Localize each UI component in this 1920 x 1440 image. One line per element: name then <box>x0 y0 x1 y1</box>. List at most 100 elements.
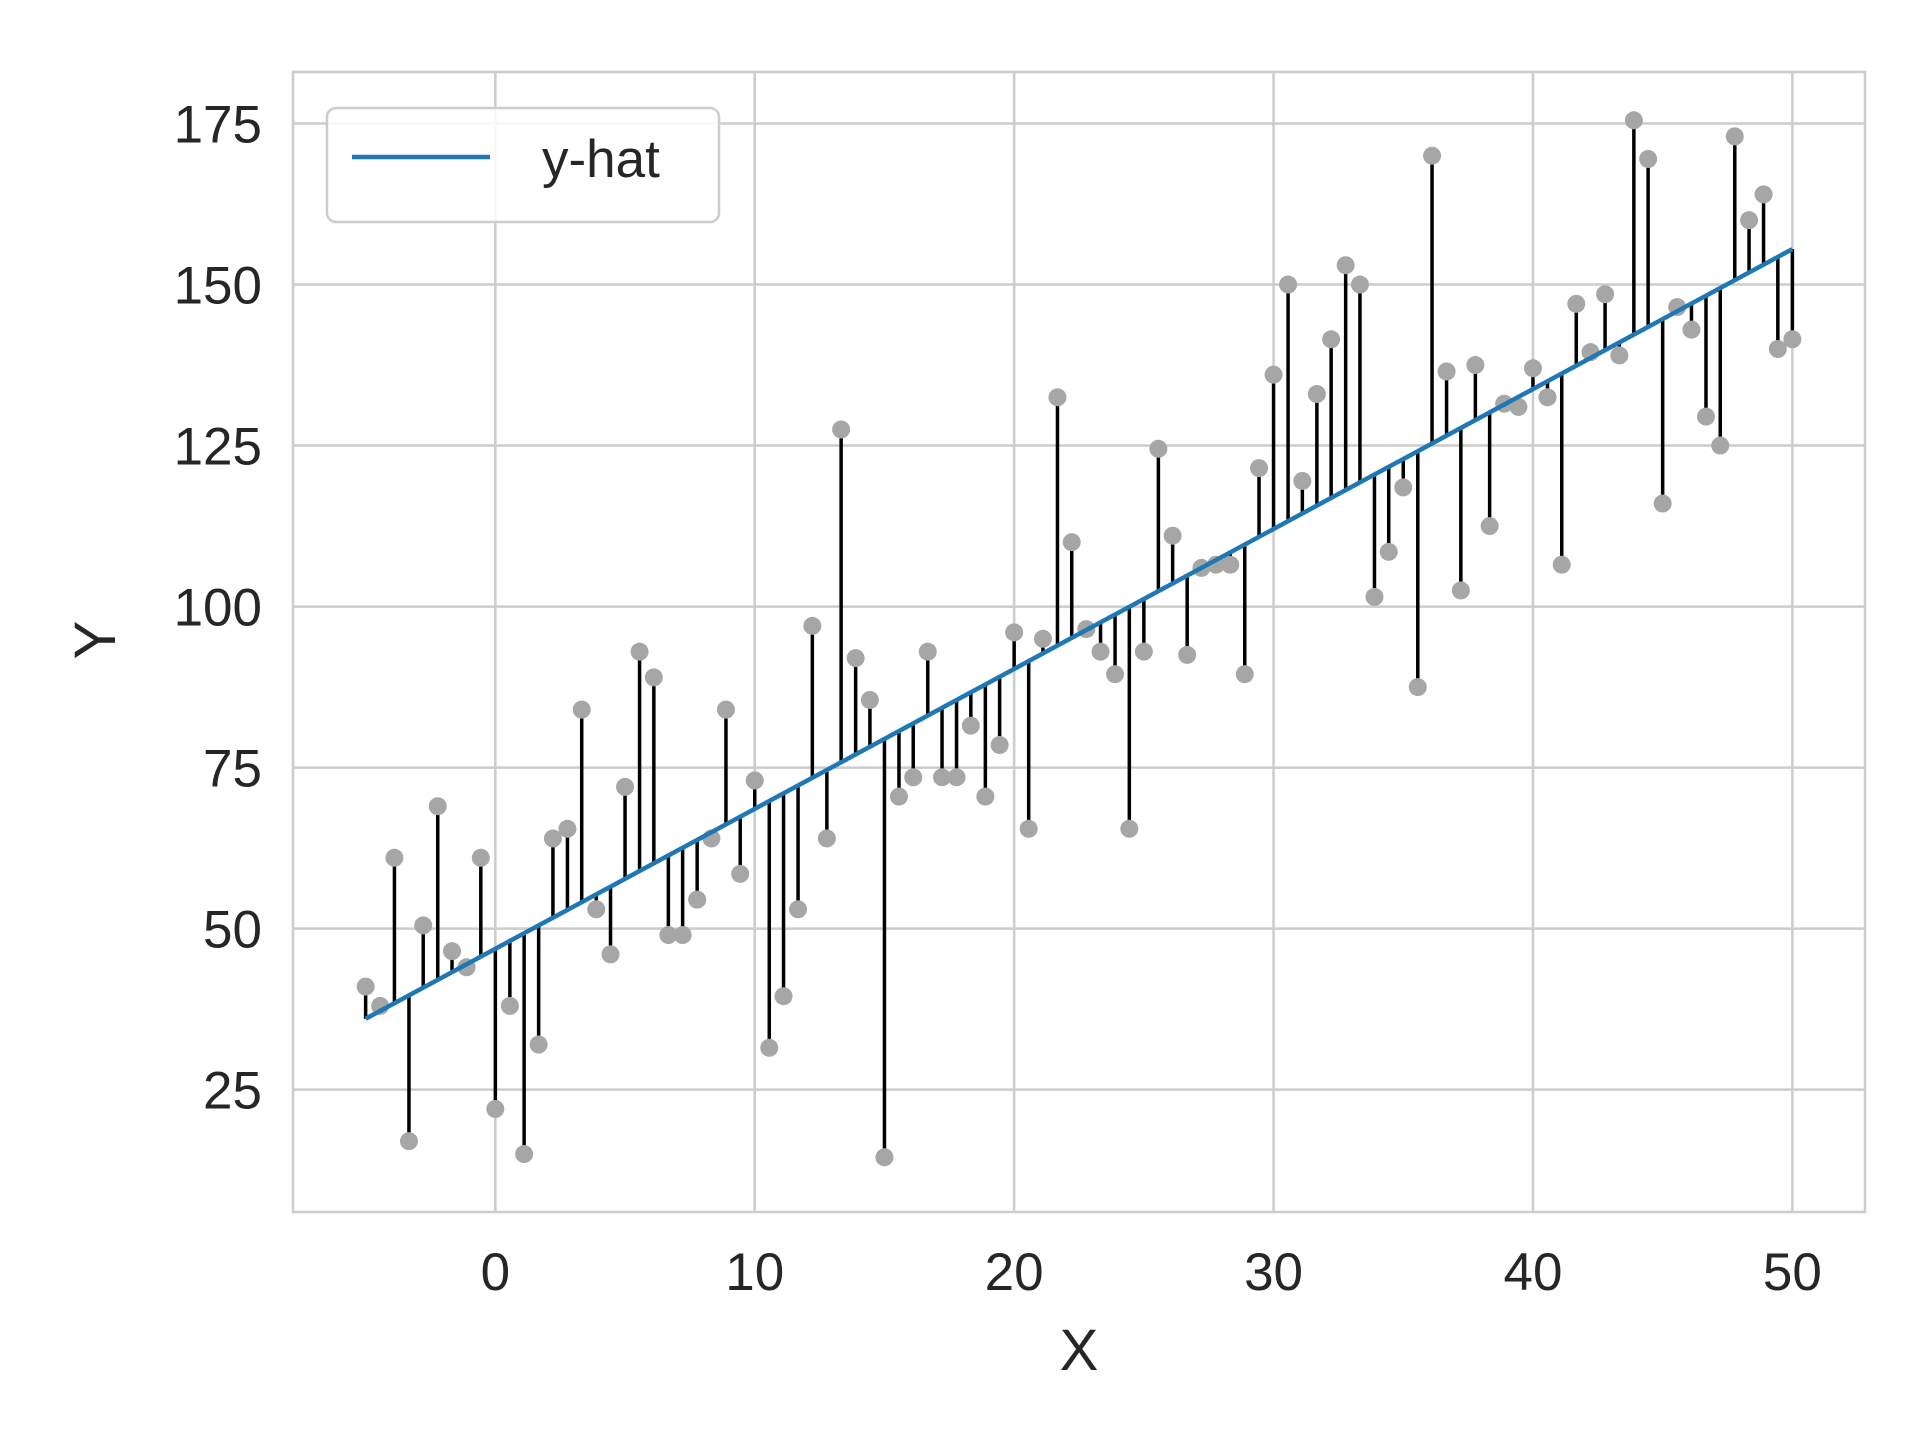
data-point <box>1610 346 1629 365</box>
data-point <box>486 1099 505 1118</box>
data-point <box>1235 665 1254 684</box>
data-point <box>385 848 404 867</box>
y-axis-label: Y <box>63 621 128 660</box>
data-point <box>471 848 490 867</box>
data-point <box>1279 275 1298 294</box>
data-point <box>1048 388 1067 407</box>
data-point <box>760 1038 779 1057</box>
data-point <box>1466 356 1485 375</box>
data-point <box>1783 330 1802 349</box>
data-point <box>644 668 663 687</box>
legend-label-y-hat: y-hat <box>542 130 660 189</box>
data-point <box>443 942 462 961</box>
y-tick-label: 25 <box>203 1062 262 1121</box>
data-point <box>1062 533 1081 552</box>
data-point <box>716 700 735 719</box>
data-point <box>1682 320 1701 339</box>
data-point <box>1134 642 1153 661</box>
data-point <box>846 649 865 668</box>
data-point <box>1696 407 1715 426</box>
data-point <box>918 642 937 661</box>
data-point <box>1711 436 1730 455</box>
x-tick-labels: 0 10 20 30 40 50 <box>481 1243 1822 1302</box>
data-point <box>1725 127 1744 146</box>
x-axis-label: X <box>1060 1318 1099 1383</box>
data-point <box>1754 185 1773 204</box>
data-point <box>1624 111 1643 130</box>
data-point <box>558 819 577 838</box>
data-point <box>630 642 649 661</box>
data-point <box>1149 439 1168 458</box>
x-tick-label: 20 <box>985 1243 1044 1302</box>
data-point <box>1653 494 1672 513</box>
data-point <box>1350 275 1369 294</box>
data-point <box>1178 645 1197 664</box>
data-point <box>399 1132 418 1151</box>
data-point <box>356 977 375 996</box>
data-point <box>1033 629 1052 648</box>
data-point <box>832 420 851 439</box>
fit-line-y-hat <box>364 247 1794 1021</box>
data-point <box>1423 146 1442 165</box>
data-point <box>1552 555 1571 574</box>
data-point <box>1163 526 1182 545</box>
x-tick-label: 40 <box>1503 1243 1562 1302</box>
data-point <box>572 700 591 719</box>
data-point <box>659 926 678 945</box>
data-point <box>817 829 836 848</box>
legend-box <box>325 106 721 224</box>
data-point <box>1336 256 1355 275</box>
data-point <box>587 900 606 919</box>
data-point <box>529 1035 548 1054</box>
data-point <box>1307 385 1326 404</box>
y-tick-label: 150 <box>174 257 262 316</box>
data-point <box>789 900 808 919</box>
y-tick-labels: 25 50 75 100 125 150 175 <box>174 96 262 1121</box>
x-tick-label: 50 <box>1763 1243 1822 1302</box>
data-point <box>1596 285 1615 304</box>
y-tick-label: 125 <box>174 418 262 477</box>
data-point <box>875 1148 894 1167</box>
data-point <box>414 916 433 935</box>
data-point <box>1768 339 1787 358</box>
data-point <box>1221 555 1240 574</box>
data-point <box>601 945 620 964</box>
data-point <box>1740 211 1759 230</box>
data-point <box>1322 330 1341 349</box>
data-point <box>1437 362 1456 381</box>
data-point <box>1639 149 1658 168</box>
data-point <box>1394 478 1413 497</box>
data-point <box>976 787 995 806</box>
data-point <box>961 716 980 735</box>
data-point <box>731 864 750 883</box>
fit-line-group <box>364 247 1794 1021</box>
x-tick-label: 0 <box>481 1243 510 1302</box>
y-tick-label: 75 <box>203 740 262 799</box>
data-point <box>1538 388 1557 407</box>
data-point <box>1106 665 1125 684</box>
data-point <box>1480 517 1499 536</box>
data-point <box>515 1145 534 1164</box>
data-point <box>1567 294 1586 313</box>
data-point <box>1365 587 1384 606</box>
plot-frame <box>291 70 1867 1214</box>
legend: y-hat <box>325 106 721 224</box>
data-point <box>947 768 966 787</box>
data-point <box>1523 359 1542 378</box>
y-tick-label: 50 <box>203 901 262 960</box>
data-point <box>1379 542 1398 561</box>
data-point <box>745 771 764 790</box>
data-point <box>774 987 793 1006</box>
residual-lines <box>363 120 1795 1158</box>
data-point <box>1019 819 1038 838</box>
data-point <box>1293 471 1312 490</box>
data-point <box>688 890 707 909</box>
data-point <box>428 797 447 816</box>
y-tick-label: 100 <box>174 579 262 638</box>
x-tick-label: 30 <box>1244 1243 1303 1302</box>
data-point <box>860 690 879 709</box>
data-point <box>1451 581 1470 600</box>
data-point <box>1120 819 1139 838</box>
data-point <box>904 768 923 787</box>
